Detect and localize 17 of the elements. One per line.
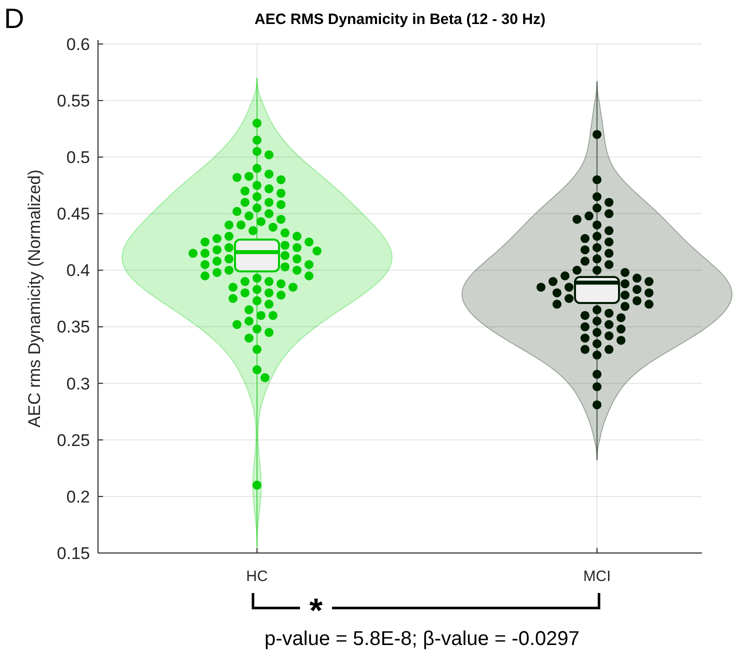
y-tick-label: 0.45: [56, 204, 90, 224]
x-tick-label: HC: [246, 568, 268, 585]
y-tick-label: 0.35: [56, 318, 90, 337]
chart-title: AEC RMS Dynamicity in Beta (12 - 30 Hz): [254, 11, 546, 28]
y-tick-label: 0.15: [56, 544, 90, 563]
y-tick-label: 0.25: [56, 430, 90, 450]
y-tick-label: 0.55: [56, 92, 90, 111]
y-tick-label: 0.4: [66, 261, 90, 280]
x-tick-label: MCI: [583, 568, 611, 585]
y-tick-label: 0.3: [66, 374, 90, 394]
y-tick-label: 0.2: [66, 487, 90, 506]
y-tick-label: 0.5: [66, 148, 90, 168]
y-tick-label: 0.6: [66, 34, 90, 54]
text: *: [309, 592, 324, 630]
text: D: [4, 3, 24, 34]
y-axis-title: AEC rms Dynamicity (Normalized): [25, 170, 44, 428]
text: p-value = 5.8E-8; β-value = -0.0297: [264, 628, 580, 650]
